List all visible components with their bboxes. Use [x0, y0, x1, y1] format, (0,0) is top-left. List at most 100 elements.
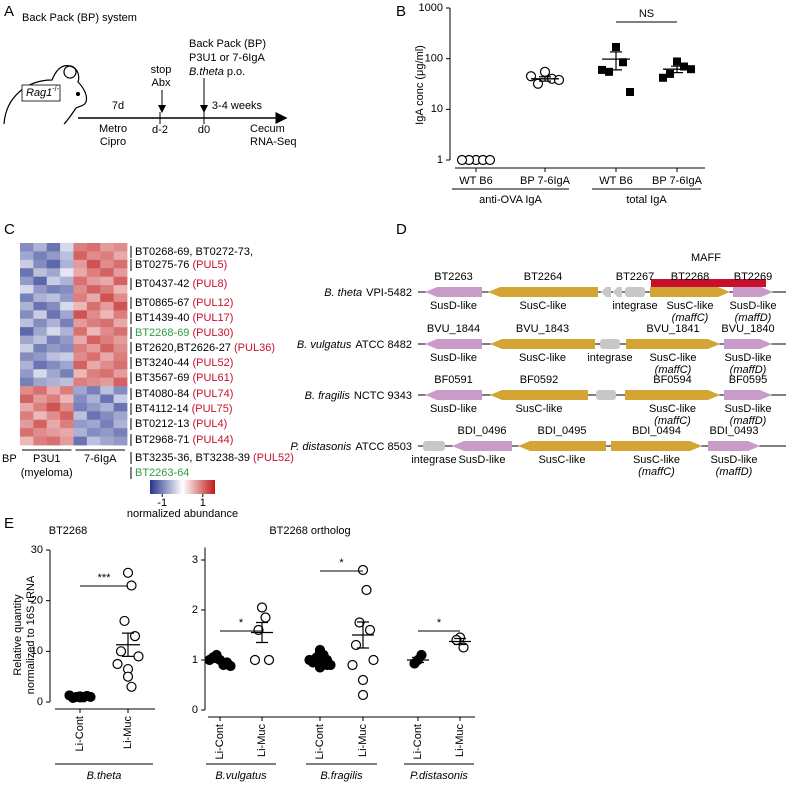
maff-bar	[651, 279, 766, 287]
x-tick-label: BP 7-6IgA	[652, 175, 703, 187]
heatmap-cell	[60, 419, 74, 429]
data-point	[626, 87, 634, 96]
gene-arrow	[626, 339, 720, 349]
group-label: B.vulgatus	[215, 770, 267, 782]
heatmap-cell	[33, 276, 48, 286]
heatmap-cell	[20, 386, 34, 395]
gene-note: (maffD)	[735, 312, 772, 324]
heatmap-cell	[60, 411, 74, 421]
data-point	[619, 58, 627, 67]
row-label-part: BT0268-69, BT0272-73,	[135, 246, 253, 258]
heatmap-cell	[20, 402, 34, 412]
heatmap-cell	[100, 268, 115, 278]
data-point	[680, 62, 688, 71]
heatmap-cell	[60, 293, 74, 303]
heatmap-cell	[33, 301, 48, 311]
data-point	[484, 154, 496, 166]
heatmap-cell	[73, 360, 88, 370]
heatmap-cell	[113, 394, 128, 404]
mouse-drawing	[3, 65, 88, 125]
heatmap-cell	[86, 402, 101, 412]
heatmap-cell	[73, 310, 88, 320]
row-label-part: BT1439-40	[135, 312, 189, 324]
y-axis-label: normalized to 16S rRNA	[25, 575, 37, 694]
row-label-part: (PUL4)	[192, 418, 227, 430]
gene-arrow	[708, 441, 760, 451]
heatmap-cell	[46, 251, 61, 261]
gene-type: SusC-like	[515, 403, 562, 415]
data-point	[357, 689, 369, 701]
heatmap-cell	[100, 360, 115, 370]
heatmap-cell	[46, 377, 61, 387]
heatmap-cell	[20, 268, 34, 278]
sem-bar	[214, 658, 226, 664]
heatmap-cell	[60, 352, 74, 362]
data-point	[260, 612, 271, 623]
x-tick-label: Li-Cont	[412, 724, 424, 759]
gene-type: SusD-like	[430, 300, 477, 312]
row-title: BP	[2, 453, 17, 465]
row-label-part: (PUL30)	[192, 327, 233, 339]
gene-type: SusD-like	[430, 403, 477, 415]
data-point	[539, 66, 551, 77]
gene-type: SusC-like	[666, 300, 713, 312]
duration: 7d	[112, 100, 124, 112]
gene-arrow	[518, 441, 606, 451]
gene-id: BT2267	[616, 271, 655, 283]
heatmap-cell	[86, 276, 101, 286]
step: Back Pack (BP)	[189, 38, 266, 50]
y-axis-label: IgA conc (μg/ml)	[414, 45, 426, 125]
row-label: BT3235-36, BT3238-39 (PUL52)	[135, 452, 294, 464]
step-part: p.o.	[227, 66, 245, 78]
genotype-part: Rag1	[26, 87, 52, 99]
heatmap-cell	[20, 327, 34, 336]
heatmap-cell	[20, 369, 34, 379]
sem-bar	[256, 621, 268, 644]
heatmap-cell	[33, 293, 48, 303]
heatmap-cell	[60, 327, 74, 336]
heatmap-cell	[20, 259, 34, 269]
heatmap-cell	[100, 310, 115, 320]
heatmap-cell	[60, 394, 74, 404]
heatmap-cell	[60, 268, 74, 278]
sem-bar	[314, 657, 326, 663]
heatmap-cell	[86, 419, 101, 429]
heatmap-cell	[86, 377, 101, 387]
heatmap-cell	[33, 394, 48, 404]
heatmap-cell	[113, 251, 128, 261]
heatmap-cell	[60, 386, 74, 395]
heatmap-cell	[60, 335, 74, 345]
gene-type: integrase	[612, 300, 657, 312]
heatmap-cell	[73, 369, 88, 379]
heatmap-cell	[100, 369, 115, 379]
row-label: BT0275-76 (PUL5)	[135, 259, 227, 271]
heatmap-cell	[86, 360, 101, 370]
gene-arrow	[733, 287, 773, 297]
gene-arrow	[596, 390, 616, 400]
panel-label: C	[4, 221, 15, 238]
x-tick-label: WT B6	[599, 175, 632, 187]
heatmap-cell	[113, 360, 128, 370]
gene-arrow	[488, 287, 598, 297]
heatmap-cell	[113, 419, 128, 429]
data-point	[605, 67, 613, 76]
y-tick-label: 0	[192, 704, 198, 716]
heatmap-cell	[46, 327, 61, 336]
heatmap-cell	[46, 419, 61, 429]
heatmap-cell	[60, 377, 74, 387]
heatmap-cell	[73, 394, 88, 404]
data-point	[673, 57, 681, 66]
day: d0	[198, 124, 210, 136]
heatmap-cell	[33, 259, 48, 269]
row-label: BT0212-13 (PUL4)	[135, 418, 227, 430]
heatmap-cell	[46, 402, 61, 412]
column-group-label: P3U1	[33, 453, 61, 465]
data-point	[368, 654, 379, 666]
heatmap-cell	[113, 301, 128, 311]
heatmap-cell	[20, 335, 34, 345]
heatmap-cell	[86, 327, 101, 336]
heatmap-cell	[113, 411, 128, 421]
gene-id: BVU_1844	[427, 323, 480, 335]
step: stop	[151, 64, 172, 76]
column-group-label: 7-6IgA	[84, 453, 117, 465]
